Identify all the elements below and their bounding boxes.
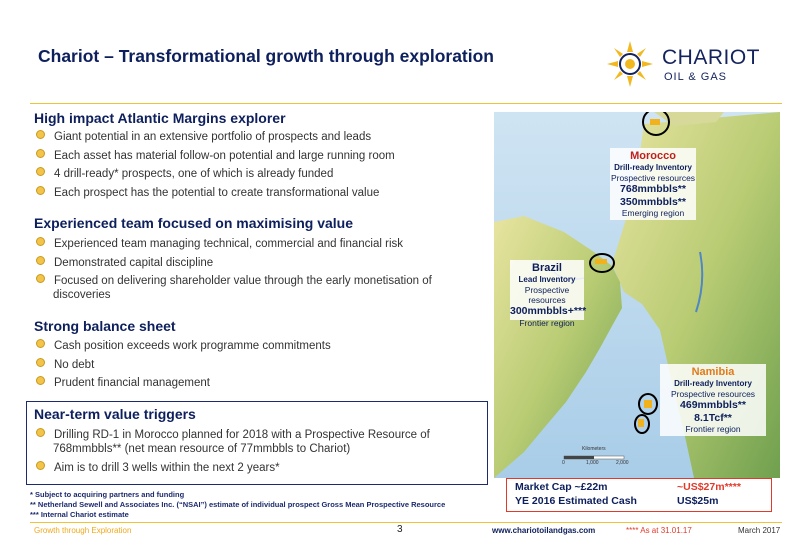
bullet-item: Drilling RD-1 in Morocco planned for 201… bbox=[36, 428, 430, 441]
logo-name: CHARIOT bbox=[662, 46, 760, 69]
bullet-dot-icon bbox=[36, 376, 45, 385]
section-heading: Experienced team focused on maximising v… bbox=[34, 215, 353, 231]
footnote: ** Netherland Sewell and Associates Inc.… bbox=[30, 500, 446, 509]
footer-website[interactable]: www.chariotoilandgas.com bbox=[492, 526, 596, 535]
scale-tick: 2,000 bbox=[616, 460, 629, 466]
market-cap-value: ~US$27m**** bbox=[677, 481, 741, 493]
bullet-continuation: 768mmbbls** (net mean resource of 77mmbb… bbox=[53, 443, 351, 455]
bullet-item: Experienced team managing technical, com… bbox=[36, 237, 403, 250]
footer-tagline: Growth through Exploration bbox=[34, 526, 132, 535]
section-heading: High impact Atlantic Margins explorer bbox=[34, 110, 286, 126]
scale-tick: 1,000 bbox=[586, 460, 599, 466]
bullet-dot-icon bbox=[36, 358, 45, 367]
footnote: *** Internal Chariot estimate bbox=[30, 510, 129, 519]
brazil-label: Brazil Lead Inventory Prospective resour… bbox=[510, 262, 587, 328]
scale-label: Kilometers bbox=[582, 446, 606, 452]
bullet-dot-icon bbox=[36, 149, 45, 158]
footnote: * Subject to acquiring partners and fund… bbox=[30, 490, 185, 499]
bullet-dot-icon bbox=[36, 274, 45, 283]
market-cap-label: Market Cap ~£22m bbox=[515, 481, 608, 493]
cash-label: YE 2016 Estimated Cash bbox=[515, 495, 637, 507]
bullet-item: Demonstrated capital discipline bbox=[36, 256, 213, 269]
page-number: 3 bbox=[397, 524, 403, 535]
bullet-item: Aim is to drill 3 wells within the next … bbox=[36, 461, 280, 474]
bullet-dot-icon bbox=[36, 428, 45, 437]
bullet-dot-icon bbox=[36, 130, 45, 139]
morocco-label: Morocco Drill-ready Inventory Prospectiv… bbox=[610, 150, 696, 219]
bullet-item: Cash position exceeds work programme com… bbox=[36, 339, 331, 352]
scale-tick: 0 bbox=[562, 460, 565, 466]
footer-note: **** As at 31.01.17 bbox=[626, 526, 692, 535]
market-cap-box: Market Cap ~£22m ~US$27m**** YE 2016 Est… bbox=[506, 478, 772, 512]
bullet-item: No debt bbox=[36, 358, 94, 371]
value-triggers-box bbox=[26, 401, 488, 485]
section-heading: Strong balance sheet bbox=[34, 318, 176, 334]
bullet-item: Focused on delivering shareholder value … bbox=[36, 274, 432, 287]
footer-rule bbox=[30, 522, 782, 523]
logo-subtitle: OIL & GAS bbox=[664, 71, 728, 83]
map-graphic bbox=[494, 112, 780, 478]
bullet-item: Each asset has material follow-on potent… bbox=[36, 149, 395, 162]
bullet-dot-icon bbox=[36, 339, 45, 348]
footer-date: March 2017 bbox=[738, 526, 781, 535]
section-heading: Near-term value triggers bbox=[34, 406, 196, 422]
bullet-item: Each prospect has the potential to creat… bbox=[36, 186, 379, 199]
bullet-dot-icon bbox=[36, 167, 45, 176]
bullet-dot-icon bbox=[36, 461, 45, 470]
atlantic-margin-map: Morocco Drill-ready Inventory Prospectiv… bbox=[494, 112, 780, 478]
slide-title: Chariot – Transformational growth throug… bbox=[38, 46, 494, 66]
bullet-item: 4 drill-ready* prospects, one of which i… bbox=[36, 167, 333, 180]
bullet-dot-icon bbox=[36, 186, 45, 195]
cash-value: US$25m bbox=[677, 495, 719, 507]
chariot-logo: CHARIOT OIL & GAS bbox=[604, 38, 784, 90]
bullet-dot-icon bbox=[36, 237, 45, 246]
bullet-dot-icon bbox=[36, 256, 45, 265]
bullet-continuation: discoveries bbox=[53, 289, 111, 301]
header-rule bbox=[30, 103, 782, 104]
bullet-item: Prudent financial management bbox=[36, 376, 210, 389]
namibia-label: Namibia Drill-ready Inventory Prospectiv… bbox=[670, 366, 756, 435]
sun-logo-icon bbox=[607, 41, 653, 87]
bullet-item: Giant potential in an extensive portfoli… bbox=[36, 130, 371, 143]
